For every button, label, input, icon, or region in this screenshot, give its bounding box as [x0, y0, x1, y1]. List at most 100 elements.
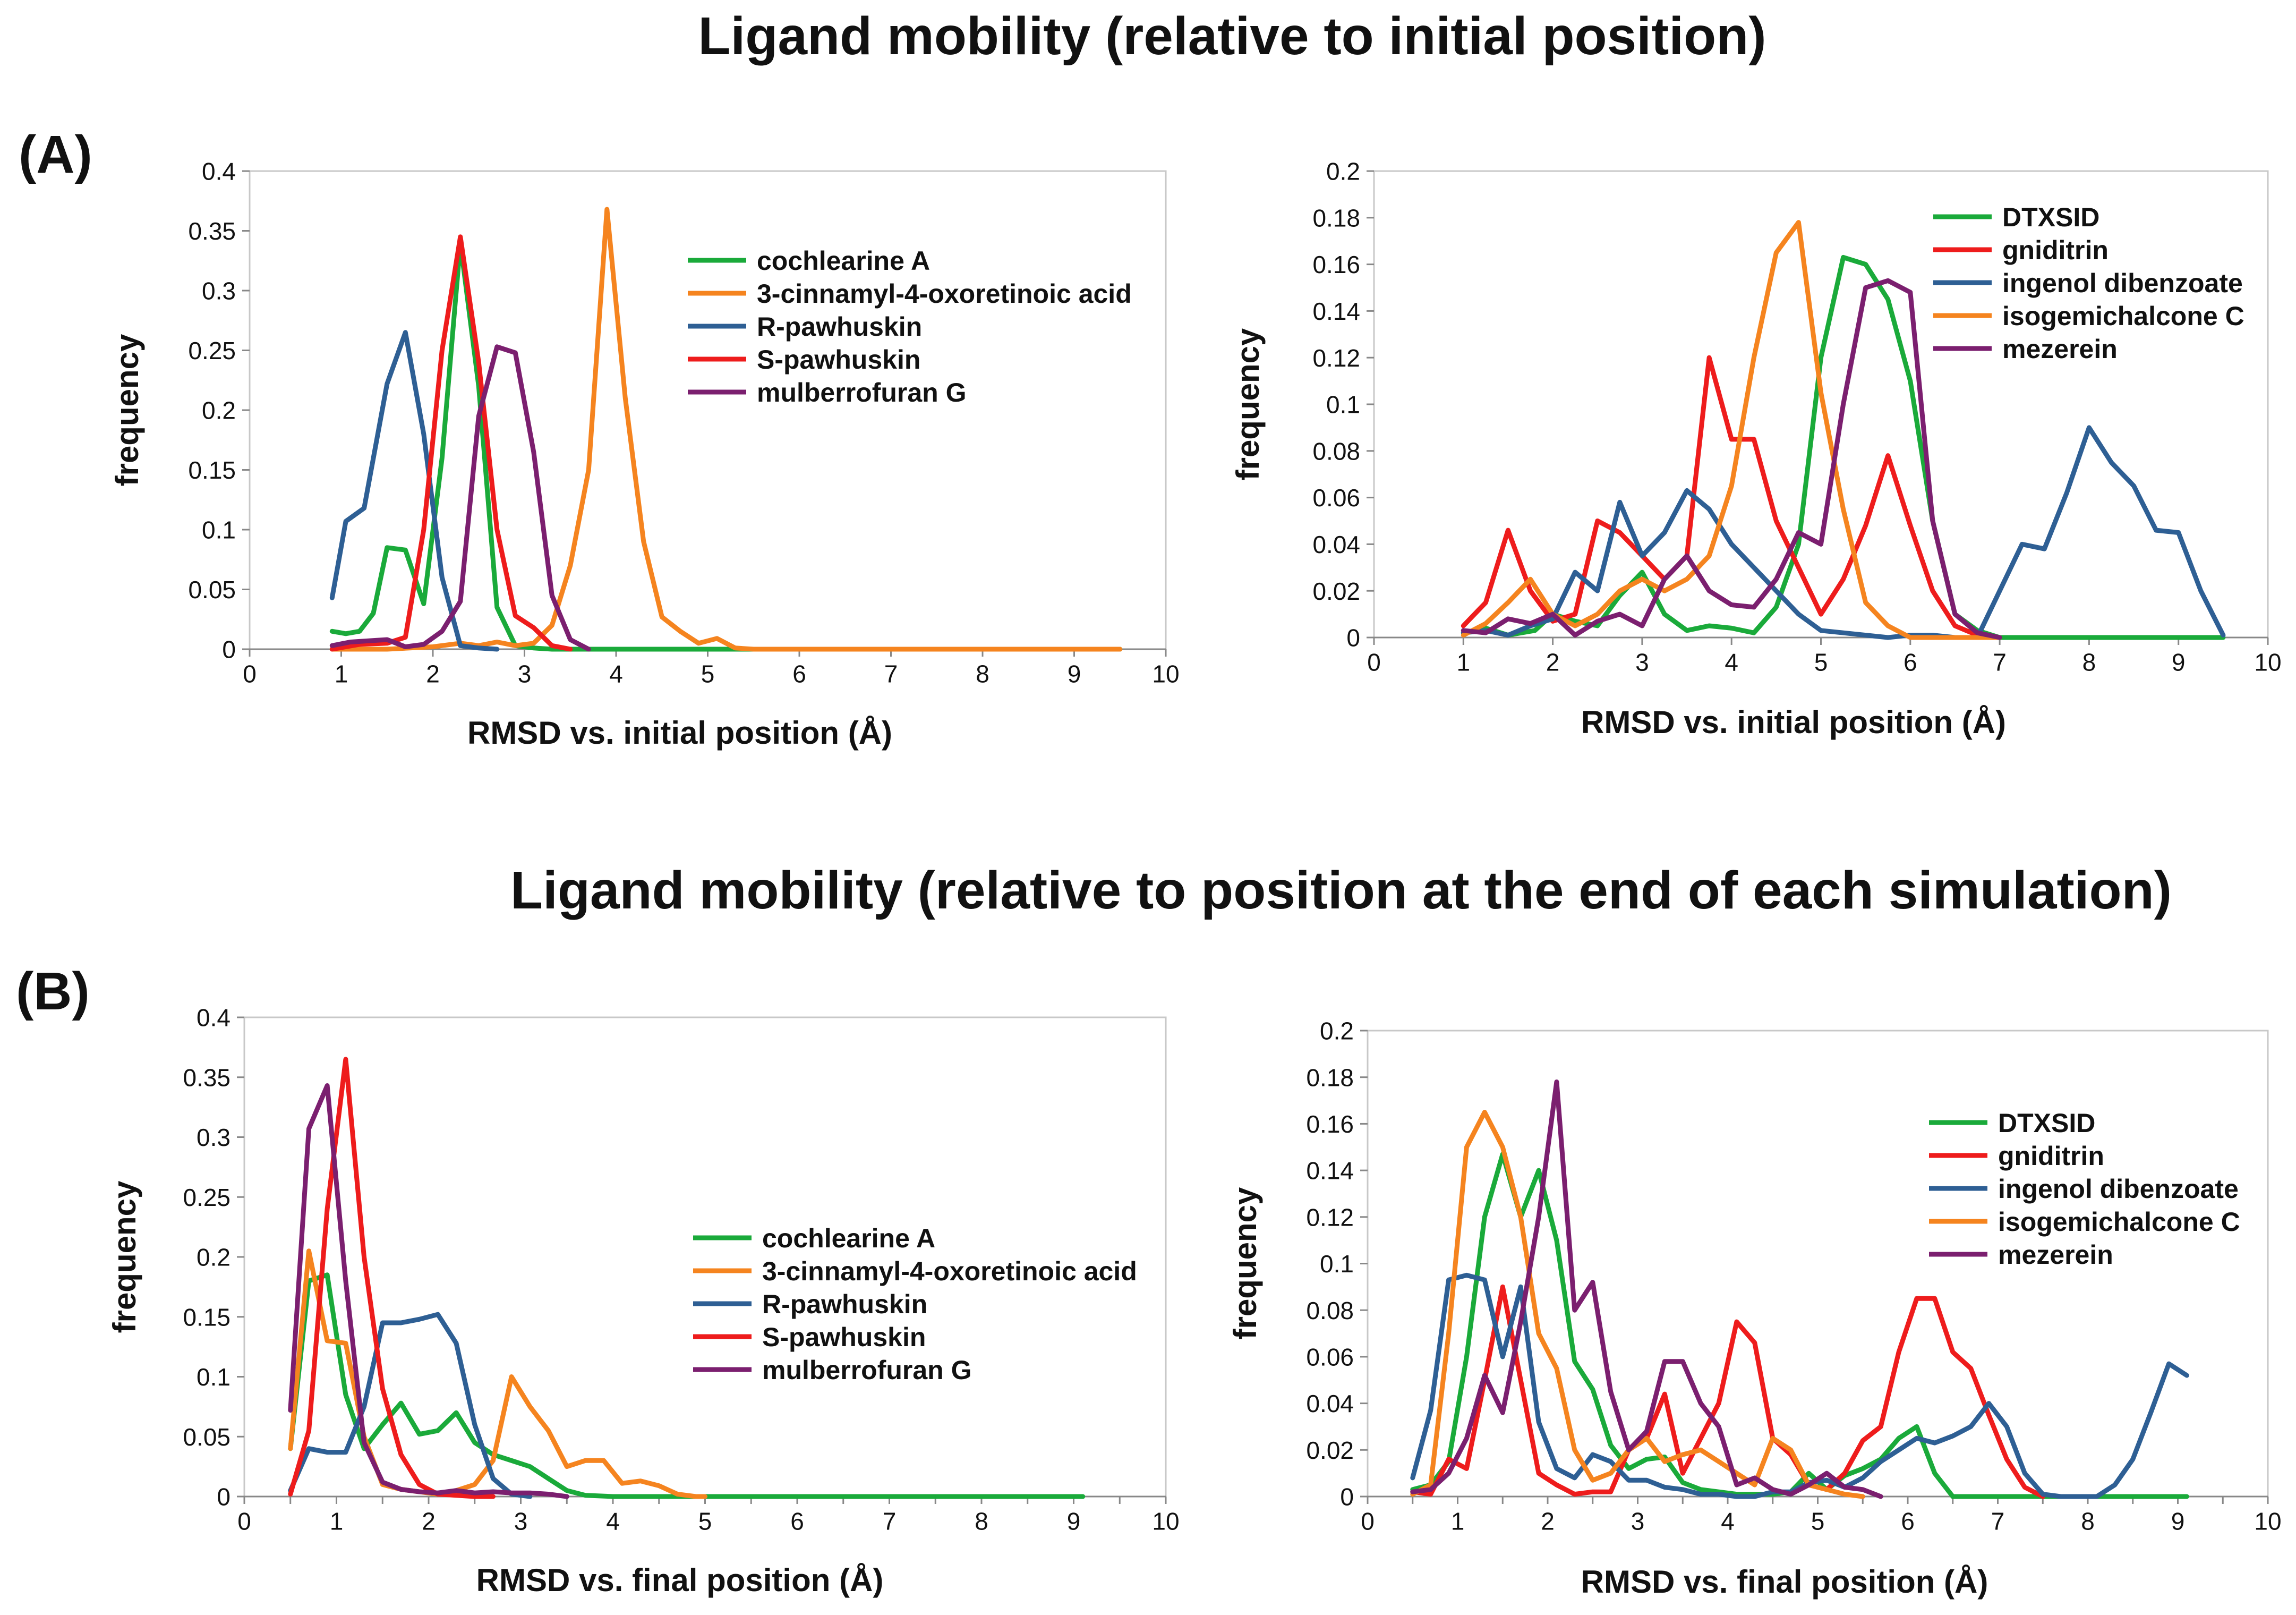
panel-label-b: (B) — [16, 962, 90, 1021]
y-tick-label: 0.1 — [1326, 391, 1360, 419]
x-tick-label: 2 — [426, 660, 440, 687]
x-tick-label: 3 — [518, 660, 532, 687]
x-tick-label: 10 — [1152, 1507, 1179, 1535]
legend-label: cochlearine A — [762, 1223, 935, 1253]
y-tick-label: 0 — [222, 636, 236, 664]
y-tick-label: 0.18 — [1312, 204, 1360, 232]
x-axis-label: RMSD vs. initial position (Å) — [1581, 704, 2006, 740]
x-tick-label: 5 — [1814, 648, 1828, 676]
x-tick-label: 1 — [335, 660, 348, 687]
x-tick-label: 5 — [698, 1507, 712, 1535]
x-tick-label: 1 — [1457, 648, 1471, 676]
x-tick-label: 4 — [1725, 648, 1738, 676]
x-tick-label: 10 — [2254, 648, 2281, 676]
x-tick-label: 0 — [237, 1507, 251, 1535]
y-tick-label: 0.2 — [197, 1244, 231, 1271]
series-line-isogemichalcone-c — [1461, 220, 2002, 640]
y-tick-label: 0 — [1346, 624, 1360, 652]
series-line-gniditrin — [1410, 1284, 2045, 1499]
y-tick-label: 0.2 — [1326, 158, 1360, 185]
y-tick-label: 0.12 — [1306, 1203, 1354, 1231]
series-line-ingenol-dibenzoate — [1461, 425, 2226, 640]
x-tick-label: 4 — [606, 1507, 620, 1535]
y-tick-label: 0.05 — [188, 576, 236, 604]
y-tick-label: 0.15 — [183, 1303, 231, 1331]
x-tick-label: 6 — [1901, 1507, 1915, 1535]
series-line-mulberrofuran-g — [288, 1083, 569, 1499]
legend-label: ingenol dibenzoate — [1998, 1174, 2239, 1204]
y-axis-label: frequency — [1227, 1187, 1263, 1339]
y-tick-label: 0.3 — [197, 1124, 231, 1151]
x-tick-label: 9 — [2171, 1507, 2185, 1535]
y-tick-label: 0.2 — [1320, 1017, 1354, 1045]
chart-b-right: 0 0.02 0.04 0.06 0.08 0.1 0.12 0.14 0.16 0.18 0.2 0… — [1227, 1017, 2282, 1600]
x-tick-label: 9 — [2172, 648, 2186, 676]
legend-label: mulberrofuran G — [762, 1355, 971, 1385]
legend-label: S-pawhuskin — [757, 345, 920, 375]
y-tick-label: 0.25 — [188, 337, 236, 364]
y-tick-label: 0.14 — [1306, 1157, 1354, 1185]
series-line-s-pawhuskin — [329, 234, 573, 652]
y-axis-label: frequency — [109, 334, 145, 486]
legend-label: DTXSID — [1998, 1108, 2095, 1138]
y-tick-label: 0.02 — [1306, 1436, 1354, 1464]
series-line-dtxsid — [1410, 1151, 2189, 1499]
x-tick-label: 2 — [1546, 648, 1560, 676]
legend-label: R-pawhuskin — [762, 1289, 927, 1319]
x-axis-label: RMSD vs. final position (Å) — [1581, 1564, 1988, 1600]
y-tick-label: 0.15 — [188, 456, 236, 484]
panel-label-a: (A) — [19, 125, 92, 184]
legend-label: mezerein — [2002, 334, 2118, 364]
y-tick-label: 0.05 — [183, 1423, 231, 1451]
x-tick-label: 0 — [1367, 648, 1381, 676]
y-tick-label: 0.3 — [202, 277, 236, 305]
chart-a-right: 0 0.02 0.04 0.06 0.08 0.1 0.12 0.14 0.16 0.18 0.2 0… — [1230, 158, 2282, 740]
figure-title-top: Ligand mobility (relative to initial pos… — [698, 6, 1766, 66]
x-tick-label: 1 — [1451, 1507, 1465, 1535]
x-tick-label: 7 — [1993, 648, 2007, 676]
legend-label: gniditrin — [2002, 235, 2109, 265]
x-tick-label: 0 — [243, 660, 257, 687]
chart-b-left: 0 0.05 0.1 0.15 0.2 0.25 0.3 0.35 0.4 0 1 2 3 4 5 6 7 8 9 1… — [107, 1004, 1180, 1598]
x-axis-label: RMSD vs. final position (Å) — [476, 1562, 884, 1598]
y-tick-label: 0.1 — [1320, 1250, 1354, 1278]
series-line-s-pawhuskin — [288, 1057, 496, 1499]
x-tick-label: 2 — [422, 1507, 436, 1535]
y-tick-label: 0.04 — [1306, 1390, 1354, 1417]
x-tick-label: 8 — [975, 1507, 988, 1535]
legend-label: isogemichalcone C — [1998, 1207, 2240, 1237]
legend-label: gniditrin — [1998, 1141, 2104, 1171]
x-tick-label: 9 — [1068, 660, 1081, 687]
legend-label: 3-cinnamyl-4-oxoretinoic acid — [757, 279, 1132, 309]
y-tick-label: 0 — [1340, 1483, 1354, 1511]
x-tick-label: 9 — [1067, 1507, 1081, 1535]
x-tick-label: 8 — [976, 660, 989, 687]
y-tick-label: 0.14 — [1312, 298, 1360, 325]
y-tick-label: 0.16 — [1306, 1110, 1354, 1138]
series-line-r-pawhuskin — [288, 1312, 533, 1499]
x-axis-label: RMSD vs. initial position (Å) — [467, 715, 892, 751]
y-tick-label: 0.18 — [1306, 1064, 1354, 1091]
series-line-mulberrofuran-g — [329, 344, 591, 652]
y-tick-label: 0.4 — [202, 158, 236, 185]
y-tick-label: 0.16 — [1312, 251, 1360, 278]
x-tick-label: 10 — [2254, 1507, 2281, 1535]
y-axis-label: frequency — [1230, 328, 1266, 480]
plot-area — [249, 170, 1167, 650]
y-tick-label: 0.08 — [1312, 437, 1360, 465]
legend-label: DTXSID — [2002, 202, 2099, 232]
x-tick-label: 8 — [2081, 1507, 2095, 1535]
y-tick-label: 0.08 — [1306, 1297, 1354, 1324]
y-tick-label: 0.1 — [197, 1363, 231, 1391]
y-tick-label: 0.02 — [1312, 577, 1360, 605]
legend-label: mezerein — [1998, 1240, 2113, 1270]
x-tick-label: 5 — [1811, 1507, 1825, 1535]
figure-title-bottom: Ligand mobility (relative to position at… — [510, 861, 2172, 920]
chart-a-left: 0 0.05 0.1 0.15 0.2 0.25 0.3 0.35 0.4 0 1 2 3 4 5 6 7 8 9 1… — [109, 158, 1180, 751]
y-tick-label: 0.04 — [1312, 531, 1360, 558]
series-line-cochlearine-a — [288, 1272, 1086, 1499]
x-tick-label: 2 — [1541, 1507, 1555, 1535]
legend-label: 3-cinnamyl-4-oxoretinoic acid — [762, 1256, 1137, 1286]
y-tick-label: 0.12 — [1312, 344, 1360, 372]
